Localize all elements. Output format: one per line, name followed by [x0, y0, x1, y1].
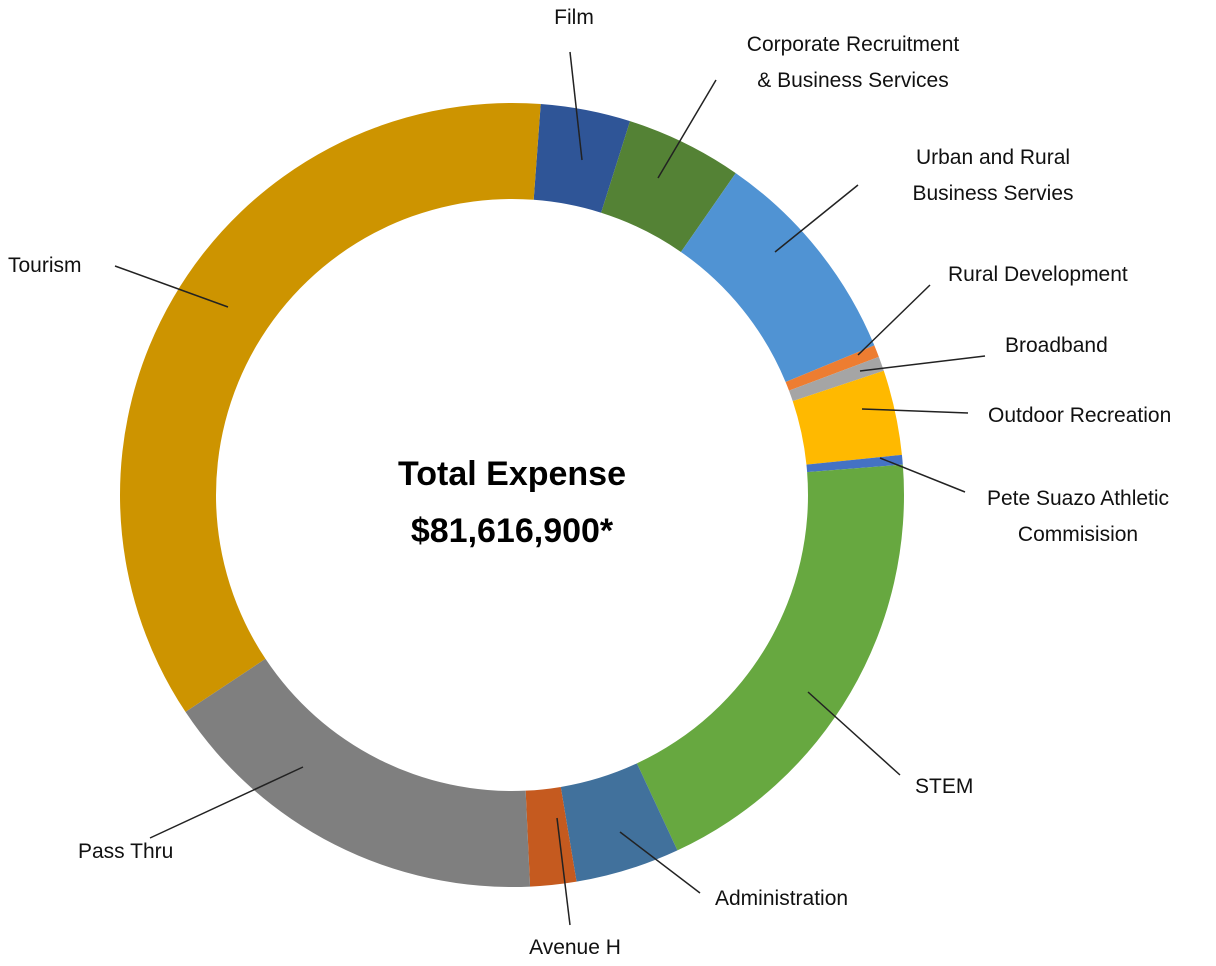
slice: [785, 345, 879, 391]
leader-line: [859, 355, 986, 372]
leader-line: [569, 51, 583, 161]
slice-label: STEM: [915, 775, 974, 798]
slice-label: Rural Development: [948, 263, 1128, 286]
slice: [560, 763, 678, 882]
slice: [601, 121, 736, 252]
slice: [792, 370, 902, 465]
leader-line: [619, 831, 701, 894]
slice-label: Avenue H: [529, 936, 621, 959]
leader-line: [149, 766, 304, 839]
leader-line: [114, 265, 229, 308]
slice-label: Pete Suazo Athletic Commisision: [986, 487, 1170, 546]
slice: [120, 102, 541, 712]
slice: [185, 658, 531, 887]
leader-line: [879, 457, 966, 493]
leader-line: [861, 408, 969, 414]
leader-line: [556, 817, 571, 926]
leader-line: [857, 284, 931, 356]
slice-label: Film: [554, 6, 594, 29]
slice-label: Broadband: [1005, 334, 1108, 357]
slice-label: Outdoor Recreation: [988, 404, 1172, 427]
leader-line: [807, 691, 901, 776]
center-title: Total Expense: [398, 455, 626, 493]
leader-line: [774, 184, 859, 253]
slice-label: Administration: [715, 887, 849, 910]
center-subtitle: $81,616,900*: [410, 512, 614, 550]
slice: [680, 173, 875, 383]
leader-line: [657, 79, 717, 179]
slice: [525, 786, 577, 887]
slice-label: Urban and Rural Business Servies: [912, 146, 1074, 205]
slice: [806, 454, 903, 473]
slice: [636, 464, 904, 851]
slice-label: Corporate Recruitment & Business Service…: [746, 33, 960, 92]
slice-label: Tourism: [8, 254, 82, 277]
slice-label: Pass Thru: [78, 840, 174, 863]
slice: [789, 356, 884, 402]
